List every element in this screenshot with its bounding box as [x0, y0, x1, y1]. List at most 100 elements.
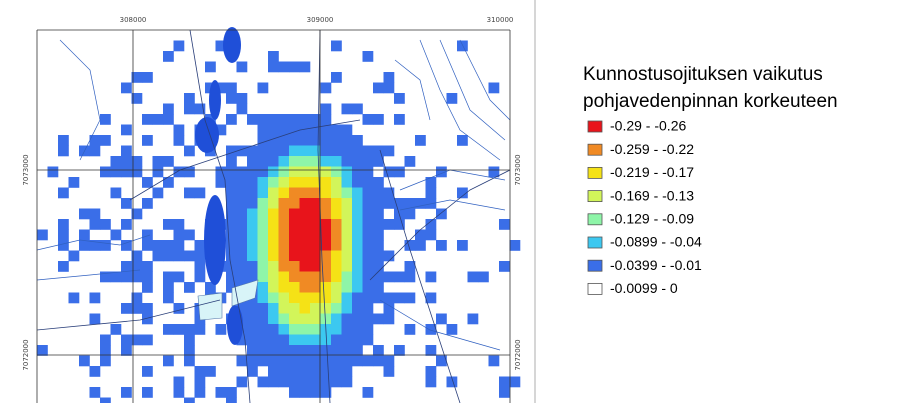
- raster-cell: [310, 166, 321, 178]
- raster-cell: [289, 61, 300, 73]
- raster-cell: [121, 261, 132, 272]
- raster-cell: [257, 187, 269, 199]
- raster-cell: [320, 114, 332, 125]
- raster-cell: [331, 366, 342, 377]
- raster-cell: [331, 250, 342, 262]
- raster-cell: [194, 250, 206, 262]
- raster-cell: [89, 313, 101, 325]
- raster-cell: [247, 355, 258, 367]
- raster-cell: [362, 219, 374, 230]
- raster-cell: [299, 135, 311, 146]
- raster-cell: [257, 124, 269, 136]
- legend: Kunnostusojituksen vaikutus pohjavedenpi…: [583, 64, 838, 296]
- raster-cell: [310, 282, 321, 293]
- raster-cell: [247, 250, 258, 262]
- raster-cell: [236, 166, 248, 178]
- raster-cell: [352, 240, 363, 251]
- raster-cell: [446, 93, 458, 104]
- raster-cell: [331, 240, 342, 251]
- raster-cell: [268, 145, 279, 157]
- raster-cell: [362, 198, 374, 209]
- raster-cell: [247, 145, 258, 157]
- raster-cell: [268, 177, 279, 188]
- raster-cell: [299, 334, 311, 346]
- raster-cell: [163, 355, 174, 367]
- raster-cell: [383, 250, 395, 262]
- legend-swatch: [587, 166, 603, 179]
- raster-cell: [373, 271, 384, 283]
- raster-cell: [362, 145, 374, 157]
- raster-cell: [89, 240, 101, 251]
- raster-cell: [320, 82, 332, 94]
- raster-cell: [226, 229, 237, 241]
- raster-cell: [341, 250, 353, 262]
- raster-cell: [415, 240, 426, 251]
- raster-cell: [352, 208, 363, 220]
- raster-cell: [184, 187, 195, 199]
- raster-cell: [341, 124, 353, 136]
- legend-label: -0.0099 - 0: [610, 280, 678, 296]
- raster-cell: [425, 345, 437, 356]
- raster-cell: [299, 187, 311, 199]
- raster-cell: [425, 324, 437, 335]
- raster-cell: [79, 355, 90, 367]
- raster-cell: [362, 355, 374, 367]
- legend-title: pohjavedenpinnan korkeuteen: [583, 91, 838, 112]
- raster-cell: [310, 198, 321, 209]
- raster-cell: [394, 219, 405, 230]
- raster-cell: [257, 166, 269, 178]
- raster-cell: [341, 303, 353, 314]
- raster-cell: [373, 240, 384, 251]
- raster-cell: [299, 177, 311, 188]
- raster-cell: [226, 250, 237, 262]
- raster-cell: [226, 82, 237, 94]
- legend-label: -0.29 - -0.26: [610, 118, 686, 134]
- raster-cell: [373, 261, 384, 272]
- raster-cell: [142, 229, 153, 241]
- raster-cell: [257, 303, 269, 314]
- raster-cell: [299, 366, 311, 377]
- raster-cell: [289, 145, 300, 157]
- raster-cell: [121, 345, 132, 356]
- raster-cell: [247, 345, 258, 356]
- raster-cell: [436, 208, 447, 220]
- raster: [37, 40, 521, 403]
- raster-cell: [331, 135, 342, 146]
- raster-cell: [331, 303, 342, 314]
- raster-cell: [100, 114, 111, 125]
- raster-cell: [247, 187, 258, 199]
- raster-cell: [362, 324, 374, 335]
- raster-cell: [236, 61, 248, 73]
- raster-cell: [257, 82, 269, 94]
- raster-cell: [121, 303, 132, 314]
- raster-cell: [289, 208, 300, 220]
- raster-cell: [320, 303, 332, 314]
- raster-cell: [247, 366, 258, 377]
- raster-cell: [247, 240, 258, 251]
- legend-label: -0.0899 - -0.04: [610, 234, 702, 250]
- raster-cell: [205, 282, 216, 293]
- raster-cell: [352, 166, 363, 178]
- raster-cell: [268, 345, 279, 356]
- raster-cell: [194, 261, 206, 272]
- raster-cell: [310, 145, 321, 157]
- raster-cell: [404, 324, 416, 335]
- raster-cell: [320, 198, 332, 209]
- grid-label: 309000: [307, 16, 334, 24]
- raster-cell: [268, 282, 279, 293]
- raster-cell: [257, 345, 269, 356]
- raster-cell: [226, 166, 237, 178]
- raster-cell: [100, 345, 111, 356]
- raster-cell: [299, 313, 311, 325]
- raster-cell: [341, 282, 353, 293]
- raster-cell: [257, 177, 269, 188]
- grid-label: 7073000: [22, 154, 30, 185]
- raster-cell: [100, 334, 111, 346]
- raster-cell: [383, 313, 395, 325]
- raster-cell: [373, 177, 384, 188]
- fields: [197, 279, 259, 321]
- raster-cell: [100, 271, 111, 283]
- raster-cell: [404, 208, 416, 220]
- raster-cell: [121, 219, 132, 230]
